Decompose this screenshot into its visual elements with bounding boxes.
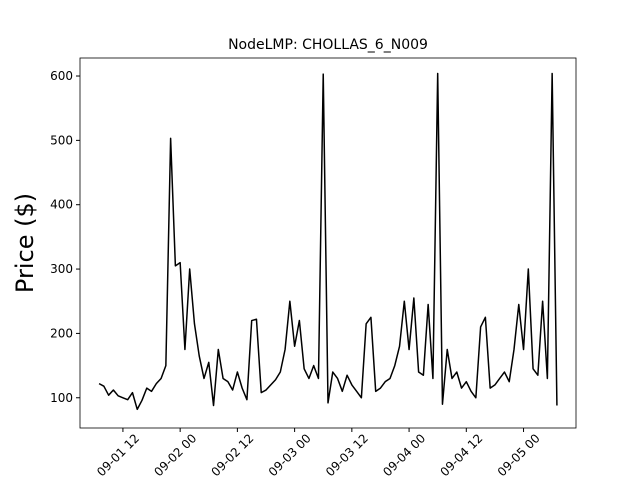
x-tick-label: 09-01 12 <box>94 431 142 479</box>
price-line <box>98 72 558 411</box>
x-tick-label: 09-02 00 <box>151 431 199 479</box>
y-tick-label: 200 <box>50 326 73 340</box>
y-axis-label: Price ($) <box>11 193 39 293</box>
x-tick-label: 09-03 00 <box>266 431 314 479</box>
y-tick-label: 400 <box>50 198 73 212</box>
x-tick-label: 09-04 12 <box>437 431 485 479</box>
x-tick-label: 09-05 00 <box>495 431 543 479</box>
y-tick-label: 600 <box>50 69 73 83</box>
chart-title: NodeLMP: CHOLLAS_6_N009 <box>228 37 428 53</box>
y-tick-label: 300 <box>50 262 73 276</box>
y-tick-label: 100 <box>50 391 73 405</box>
x-tick-label: 09-02 12 <box>209 431 257 479</box>
y-tick-label: 500 <box>50 133 73 147</box>
plot-frame <box>79 57 577 429</box>
x-tick-label: 09-04 00 <box>380 431 428 479</box>
x-tick-label: 09-03 12 <box>323 431 371 479</box>
